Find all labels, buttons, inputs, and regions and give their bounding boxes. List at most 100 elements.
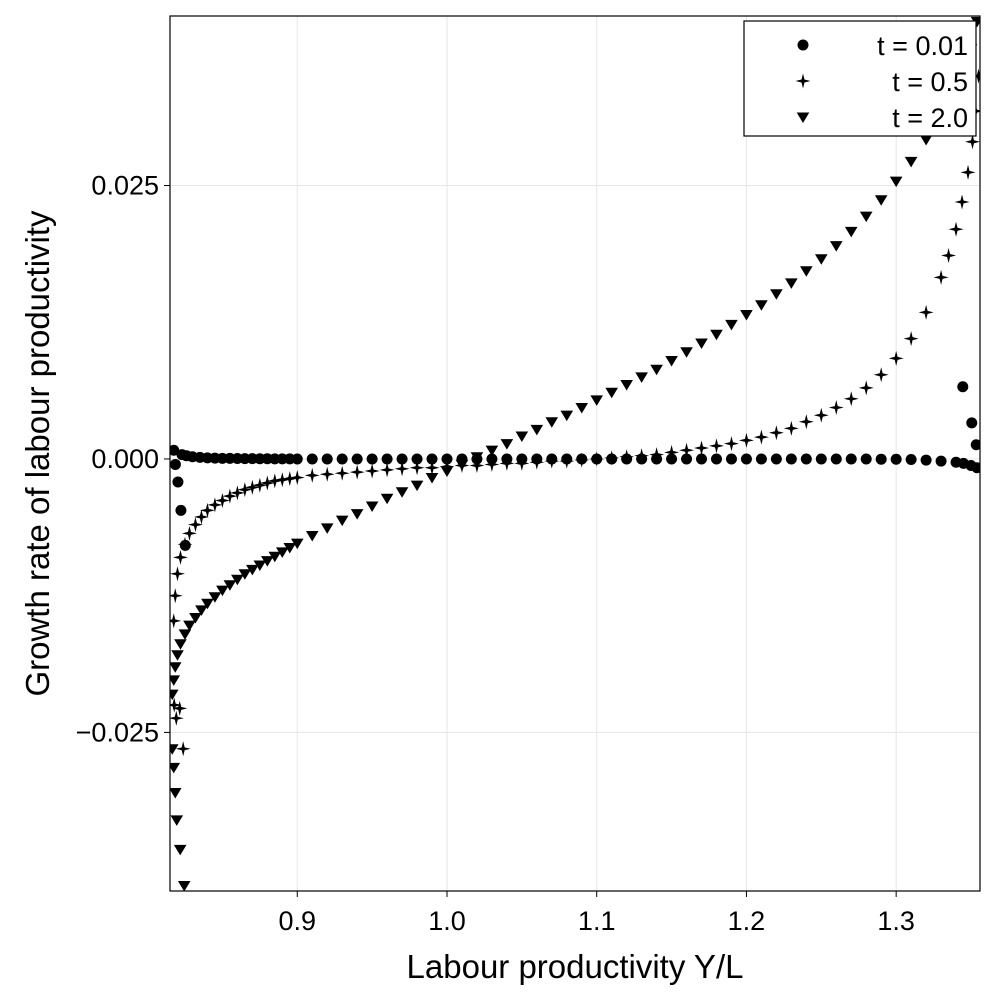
data-point [350,509,364,520]
data-point [282,471,298,487]
data-point [620,380,633,391]
data-point [903,331,919,347]
data-point [708,438,724,454]
data-point [874,195,888,206]
data-point [199,502,215,518]
data-point [875,453,887,465]
data-point [253,560,267,572]
x-tick-label: 0.9 [278,906,316,936]
data-point [560,410,574,422]
series-2 [170,68,980,757]
data-point [813,407,829,423]
data-point [725,453,737,465]
data-point [171,650,184,661]
data-point [770,289,783,300]
data-point [183,620,196,632]
data-point [336,453,348,465]
data-point [261,556,274,567]
data-point [252,477,268,493]
data-point [815,453,827,465]
legend-marker [796,112,810,123]
data-point [966,417,978,429]
data-point [237,482,253,498]
legend-box [743,20,977,137]
data-point [634,448,650,464]
data-point [173,844,187,856]
data-point [619,449,635,465]
data-point [484,456,500,472]
data-point [170,675,181,686]
data-point [319,466,335,482]
data-point [574,452,590,468]
data-point [321,453,333,465]
data-point [785,453,797,465]
plot-frame [169,15,981,892]
data-point [283,543,297,554]
data-point [222,488,238,504]
data-point [170,566,185,582]
data-point [814,254,828,265]
x-tick-label: 1.2 [728,906,766,936]
data-point [575,403,589,414]
data-point [380,493,394,505]
data-point [223,580,237,591]
data-point [530,424,544,436]
data-point [268,551,282,563]
data-point [753,429,769,445]
data-point [589,451,605,467]
data-point [800,453,812,465]
data-point [290,538,304,550]
data-point [770,453,782,465]
data-point [170,613,182,629]
x-tick-label: 1.3 [877,906,915,936]
data-point [304,467,320,483]
data-point [426,453,438,465]
data-point [664,444,680,460]
data-point [170,762,181,774]
series-3 [170,16,980,891]
data-point [710,453,722,465]
data-point [170,689,179,701]
data-point [394,461,410,477]
data-point [828,400,844,416]
data-point [725,319,738,331]
data-point [590,395,604,406]
data-point [485,445,499,457]
data-point [172,700,188,716]
data-point [181,525,197,541]
data-point [411,453,423,465]
data-point [783,420,799,436]
data-point [470,452,484,463]
data-point [919,135,933,146]
y-tick-label: 0.000 [91,444,159,474]
data-point [189,613,202,624]
legend-label: t = 0.01 [877,31,968,61]
data-point [177,880,191,891]
data-point [918,304,934,320]
data-point [441,453,453,465]
data-point [935,455,947,467]
data-point [351,453,363,465]
data-point [889,176,903,188]
data-point [170,710,184,726]
data-point [545,417,559,428]
data-point [888,350,904,366]
data-point [201,598,214,610]
data-point [499,455,515,471]
data-point [829,241,843,252]
data-point [843,391,859,407]
data-point [844,226,858,238]
data-point [665,355,678,367]
data-point [208,592,222,603]
data-point [740,453,752,465]
data-point [175,504,187,516]
data-point [207,497,223,513]
legend-marker [797,39,809,51]
x-tick-label: 1.0 [428,906,466,936]
data-point [971,462,980,474]
data-point [515,431,529,442]
data-point [396,453,408,465]
data-point [425,473,439,484]
data-point [193,509,209,525]
